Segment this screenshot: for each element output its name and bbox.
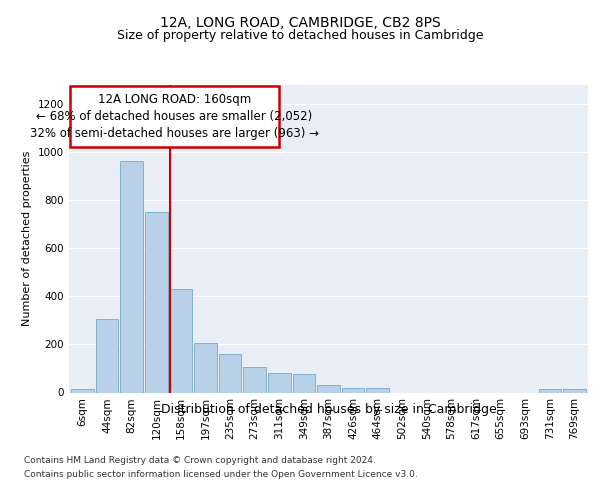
Text: Distribution of detached houses by size in Cambridge: Distribution of detached houses by size … — [161, 402, 497, 415]
Bar — [563, 389, 586, 392]
Bar — [170, 289, 192, 393]
Bar — [145, 212, 167, 392]
Bar — [268, 374, 290, 392]
Bar — [293, 374, 315, 392]
Text: Size of property relative to detached houses in Cambridge: Size of property relative to detached ho… — [117, 29, 483, 42]
Bar — [244, 368, 266, 392]
Bar — [71, 389, 94, 392]
Text: ← 68% of detached houses are smaller (2,052): ← 68% of detached houses are smaller (2,… — [36, 110, 313, 124]
Bar — [342, 388, 364, 392]
Bar — [194, 344, 217, 392]
Text: 32% of semi-detached houses are larger (963) →: 32% of semi-detached houses are larger (… — [30, 128, 319, 140]
Bar — [317, 386, 340, 392]
Y-axis label: Number of detached properties: Number of detached properties — [22, 151, 32, 326]
Bar — [367, 388, 389, 392]
Bar — [96, 319, 118, 392]
Text: Contains HM Land Registry data © Crown copyright and database right 2024.: Contains HM Land Registry data © Crown c… — [24, 456, 376, 465]
FancyBboxPatch shape — [70, 86, 279, 148]
Text: 12A, LONG ROAD, CAMBRIDGE, CB2 8PS: 12A, LONG ROAD, CAMBRIDGE, CB2 8PS — [160, 16, 440, 30]
Bar — [121, 160, 143, 392]
Text: 12A LONG ROAD: 160sqm: 12A LONG ROAD: 160sqm — [98, 93, 251, 106]
Text: Contains public sector information licensed under the Open Government Licence v3: Contains public sector information licen… — [24, 470, 418, 479]
Bar — [219, 354, 241, 393]
Bar — [539, 389, 561, 392]
